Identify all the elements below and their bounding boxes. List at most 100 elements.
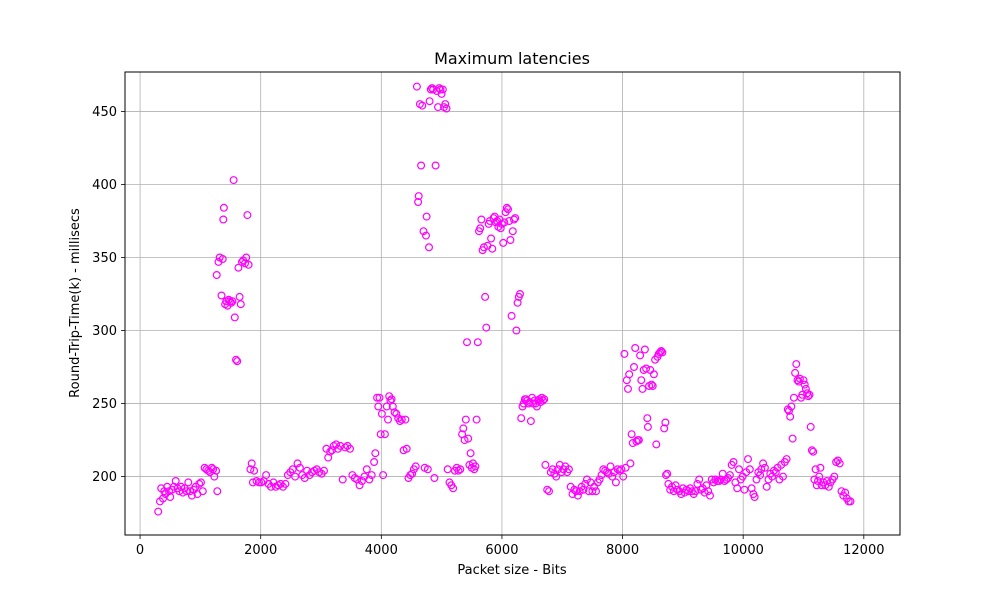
data-point xyxy=(387,395,396,404)
data-point xyxy=(365,475,374,484)
x-tick-label: 0 xyxy=(136,543,144,558)
data-point xyxy=(725,471,734,480)
data-point xyxy=(281,479,290,488)
data-point xyxy=(417,161,426,170)
data-point xyxy=(581,479,590,488)
data-point xyxy=(473,338,482,347)
data-point xyxy=(623,384,632,393)
data-point xyxy=(228,297,237,306)
data-point xyxy=(262,471,271,480)
data-point xyxy=(508,227,517,236)
data-point xyxy=(588,487,597,496)
x-axis-ticks: 0 2000 4000 6000 8000 10000 12000 xyxy=(136,535,884,558)
data-point xyxy=(788,434,797,443)
data-point xyxy=(371,449,380,458)
data-point xyxy=(414,198,423,207)
data-point xyxy=(795,374,804,383)
y-tick-label: 200 xyxy=(92,470,117,485)
data-point xyxy=(219,215,228,224)
data-point xyxy=(250,466,259,475)
data-point xyxy=(805,390,814,399)
data-point xyxy=(705,491,714,500)
data-point xyxy=(816,463,825,472)
data-point xyxy=(218,255,227,264)
data-point xyxy=(449,484,458,493)
data-point xyxy=(608,472,617,481)
data-point xyxy=(471,462,480,471)
data-point xyxy=(695,475,704,484)
data-point xyxy=(463,338,472,347)
data-point xyxy=(374,402,383,411)
data-point xyxy=(540,395,549,404)
data-point xyxy=(595,475,604,484)
plot-frame xyxy=(124,71,901,536)
data-point xyxy=(778,472,787,481)
data-point xyxy=(487,234,496,243)
data-point xyxy=(800,380,809,389)
data-point xyxy=(423,465,432,474)
data-point xyxy=(791,368,800,377)
data-point xyxy=(382,402,391,411)
data-point xyxy=(197,478,206,487)
data-point xyxy=(217,291,226,300)
data-point xyxy=(434,103,443,112)
data-point xyxy=(380,430,389,439)
data-point xyxy=(242,253,251,262)
data-point xyxy=(627,430,636,439)
data-point xyxy=(782,455,791,464)
data-point xyxy=(513,298,522,307)
data-point xyxy=(671,481,680,490)
data-point xyxy=(425,97,434,106)
data-point xyxy=(548,465,557,474)
data-point xyxy=(460,436,469,445)
data-point xyxy=(830,472,839,481)
data-point xyxy=(824,482,833,491)
data-point xyxy=(640,345,649,354)
data-point xyxy=(198,487,207,496)
data-point xyxy=(811,465,820,474)
data-point xyxy=(430,474,439,483)
data-point xyxy=(402,444,411,453)
data-point xyxy=(406,471,415,480)
data-point xyxy=(733,484,742,493)
data-point xyxy=(442,104,451,113)
data-point xyxy=(806,422,815,431)
data-point xyxy=(466,449,475,458)
data-point xyxy=(541,460,550,469)
data-point xyxy=(431,161,440,170)
data-point xyxy=(244,260,253,269)
data-point xyxy=(543,485,552,494)
data-point xyxy=(649,370,658,379)
data-point xyxy=(182,487,191,496)
data-point xyxy=(801,384,810,393)
data-point xyxy=(502,203,511,212)
data-point xyxy=(159,494,168,503)
data-point xyxy=(376,430,385,439)
data-point xyxy=(661,418,670,427)
data-point xyxy=(682,485,691,494)
data-point xyxy=(812,481,821,490)
data-point xyxy=(507,311,516,320)
data-point xyxy=(326,447,335,456)
data-point xyxy=(346,444,355,453)
data-point xyxy=(418,101,427,110)
data-point xyxy=(643,422,652,431)
data-point xyxy=(195,479,204,488)
data-point xyxy=(643,414,652,423)
data-point xyxy=(235,292,244,301)
data-point xyxy=(629,363,638,372)
data-point xyxy=(367,471,376,480)
data-point xyxy=(815,472,824,481)
data-point xyxy=(178,488,187,497)
data-point xyxy=(804,392,813,401)
data-point xyxy=(846,497,855,506)
data-point xyxy=(464,434,473,443)
data-point xyxy=(660,424,669,433)
x-tick-label: 6000 xyxy=(485,543,518,558)
data-point xyxy=(511,214,520,223)
data-point xyxy=(750,493,759,502)
data-point xyxy=(422,212,431,221)
data-point xyxy=(663,469,672,478)
y-axis-label: Round-Trip-Time(k) - millisecs xyxy=(68,208,83,398)
